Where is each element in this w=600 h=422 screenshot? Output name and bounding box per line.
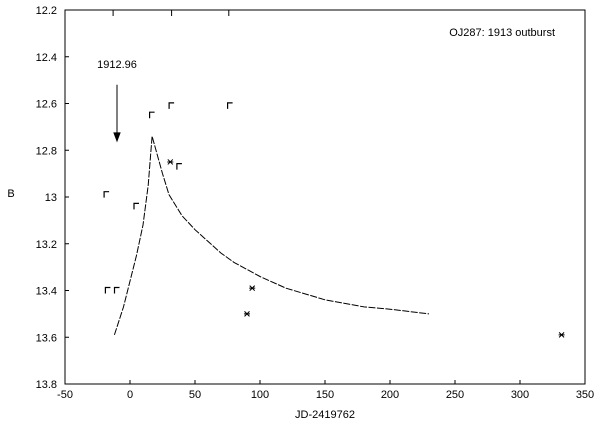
y-tick-label: 13.8 xyxy=(36,379,57,391)
upper-limit-point xyxy=(133,202,139,210)
x-tick-label: 150 xyxy=(316,389,334,401)
axes: -50 0 50 100 150 200 250 300 350 12.2 12.4 12.6 12.8… xyxy=(36,5,595,401)
data-point xyxy=(244,311,250,317)
data-marks xyxy=(103,102,565,338)
y-axis-title: B xyxy=(7,188,14,200)
x-tick-label: 0 xyxy=(127,389,133,401)
upper-limit-point xyxy=(103,191,110,198)
y-tick-label: 13.2 xyxy=(36,239,57,251)
data-point xyxy=(249,285,256,292)
x-axis-title: JD-2419762 xyxy=(295,409,355,421)
annotation-label: 1912.96 xyxy=(97,59,137,71)
chart-title: OJ287: 1913 outburst xyxy=(449,27,555,39)
annotation: 1912.96 xyxy=(97,59,137,143)
upper-limit-point xyxy=(113,286,120,294)
plot-frame xyxy=(64,9,586,385)
x-tick-label: 200 xyxy=(381,389,399,401)
y-tick-label: 12.8 xyxy=(36,145,57,157)
y-tick-label: 12.2 xyxy=(36,5,57,17)
upper-limit-point xyxy=(149,111,155,119)
y-tick-label: 13 xyxy=(45,192,57,204)
y-tick-label: 13.6 xyxy=(36,332,57,344)
annotation-arrow-head xyxy=(113,132,121,143)
data-point xyxy=(558,332,565,338)
x-tick-label: 250 xyxy=(446,389,464,401)
upper-limit-point xyxy=(104,286,111,294)
x-tick-label: -50 xyxy=(57,389,73,401)
y-tick-label: 12.4 xyxy=(36,52,57,64)
model-curve-line xyxy=(113,136,430,336)
y-tick-label: 13.4 xyxy=(36,286,57,298)
x-tick-label: 300 xyxy=(511,389,529,401)
x-tick-label: 350 xyxy=(576,389,594,401)
upper-limit-point xyxy=(227,102,233,109)
upper-limit-point xyxy=(176,163,182,170)
data-point xyxy=(167,159,174,165)
x-tick-label: 50 xyxy=(189,389,201,401)
x-tick-label: 100 xyxy=(251,389,269,401)
y-tick-label: 12.6 xyxy=(36,99,57,111)
upper-limit-point xyxy=(168,102,175,109)
